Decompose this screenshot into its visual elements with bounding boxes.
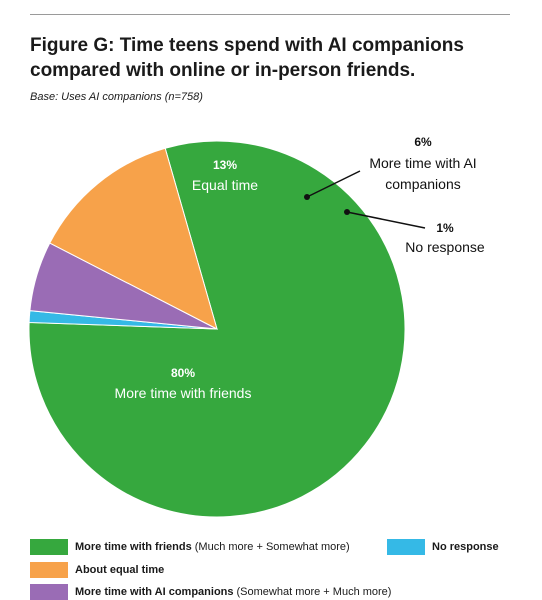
leader-dot-no-response	[344, 209, 350, 215]
slice-label-equal: Equal time	[192, 177, 258, 193]
pie-slice-friends	[28, 140, 406, 518]
slice-value-friends: 80%	[171, 366, 195, 380]
slice-label-ai-line1: More time with AI	[369, 155, 476, 171]
slice-label-ai-line2: companions	[385, 176, 461, 192]
leader-line-no-response	[346, 211, 426, 229]
chart-base-note: Base: Uses AI companions (n=758)	[30, 91, 203, 103]
chart-title: Figure G: Time teens spend with AI compa…	[30, 35, 464, 81]
slice-value-equal: 13%	[213, 158, 237, 172]
slice-value-ai: 6%	[414, 135, 432, 149]
pie-slice-equal	[49, 147, 218, 330]
leader-dot-ai	[304, 194, 310, 200]
top-rule	[30, 14, 510, 15]
slice-label-no-response: No response	[405, 239, 485, 255]
slice-label-friends: More time with friends	[115, 385, 252, 401]
leader-line-ai	[306, 170, 361, 198]
slice-value-no-response: 1%	[436, 221, 454, 235]
